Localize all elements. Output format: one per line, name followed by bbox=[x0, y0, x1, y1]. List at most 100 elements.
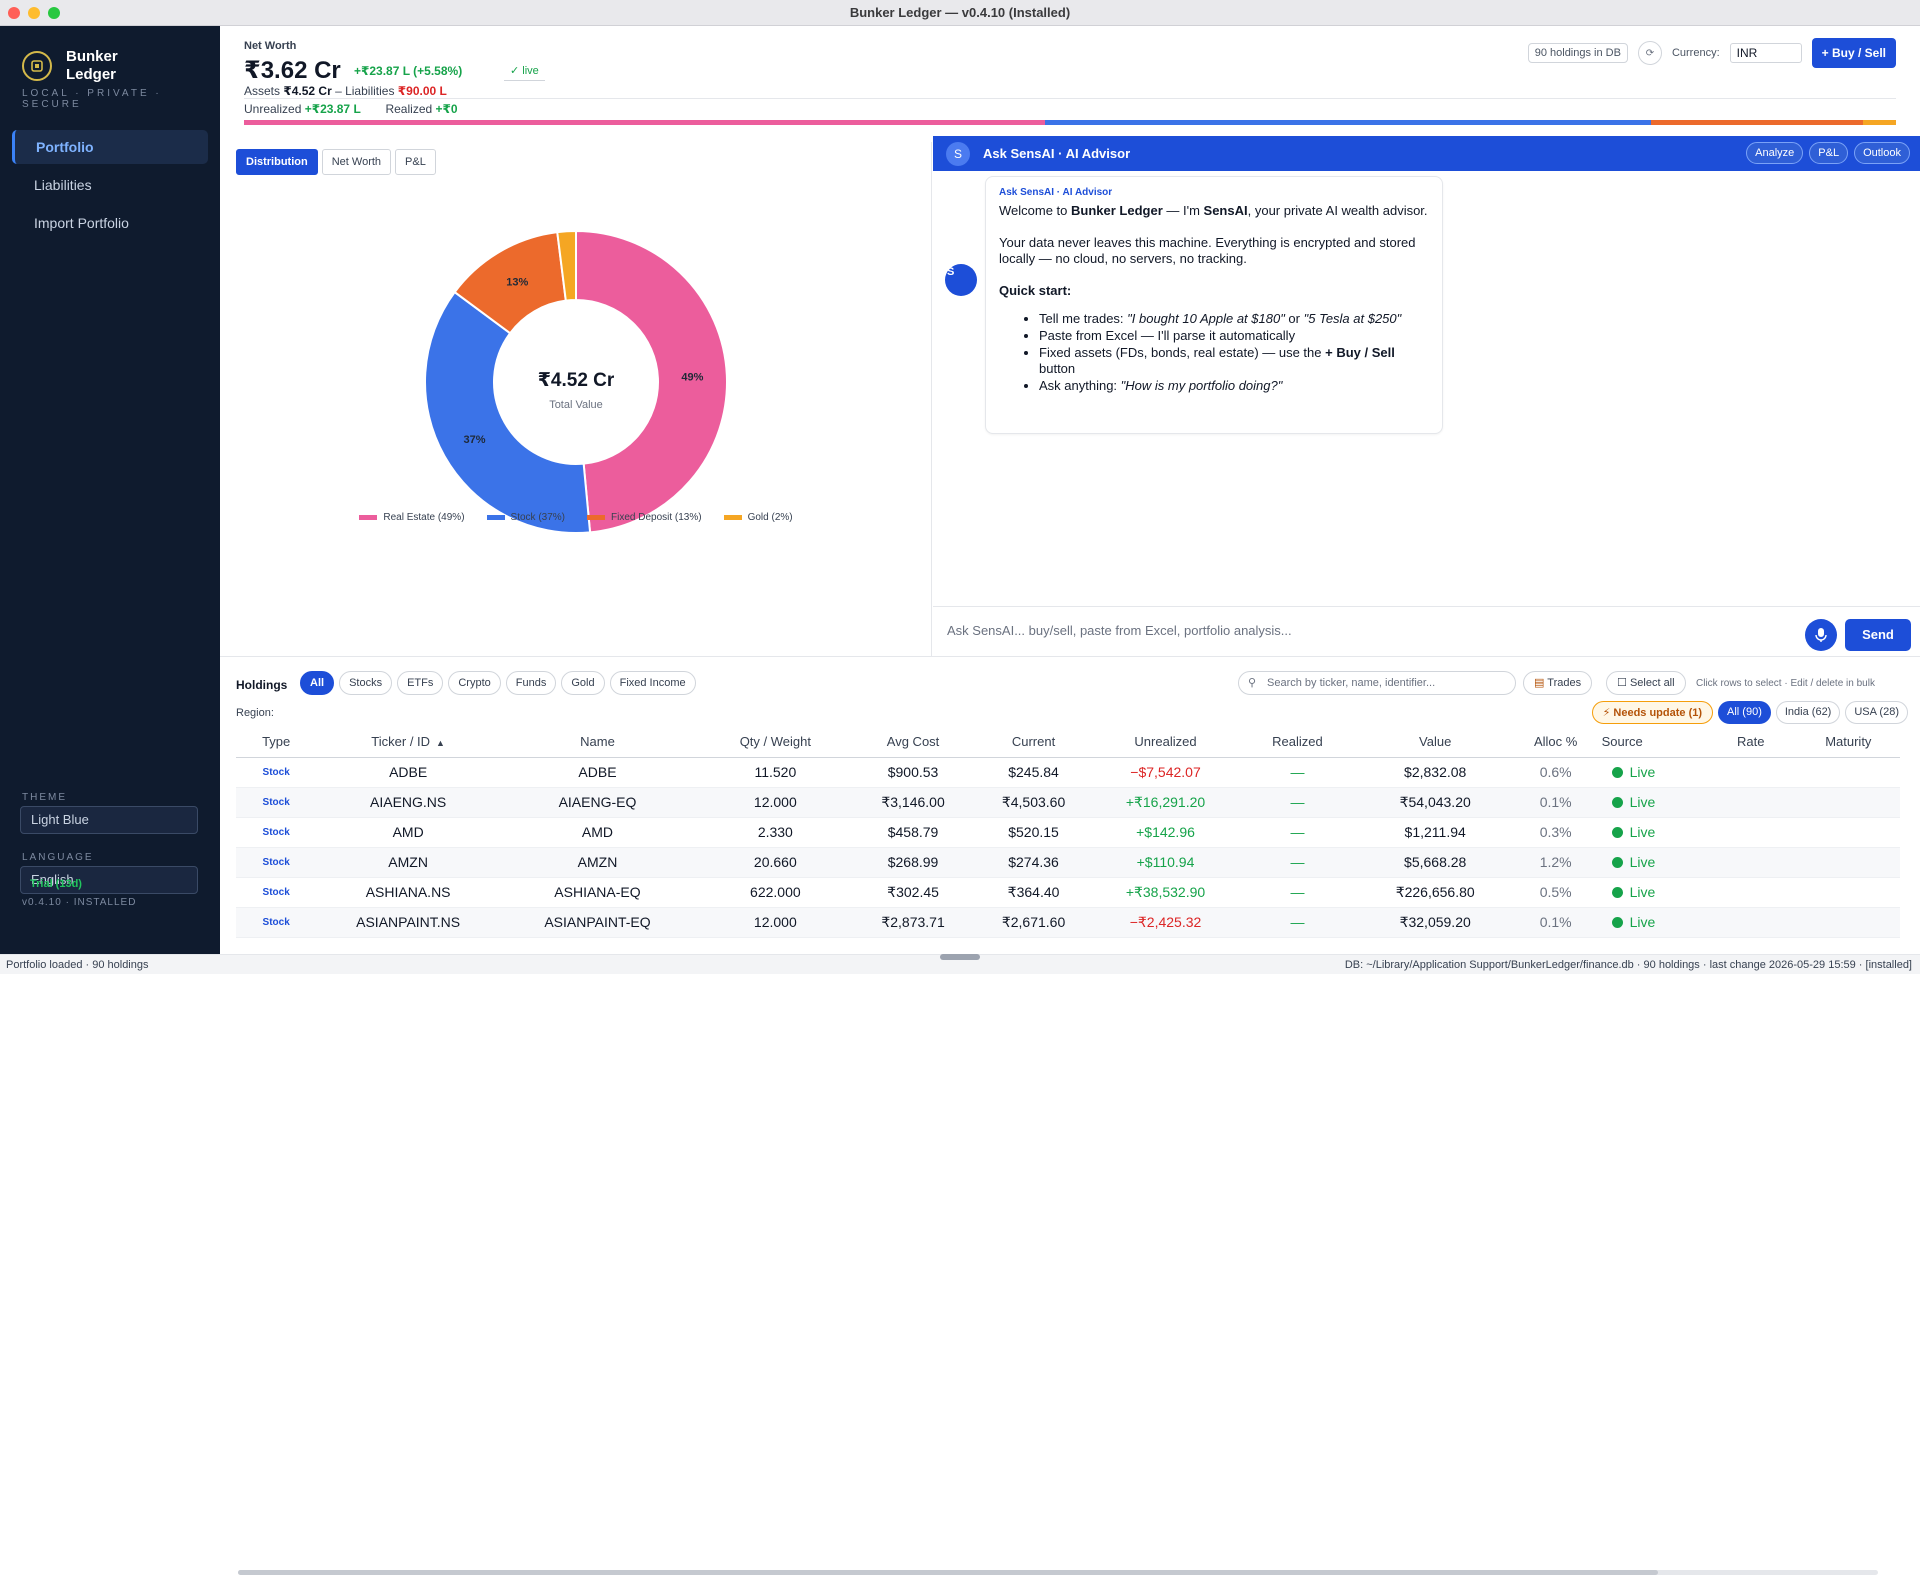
table-row[interactable]: Stock ASIANPAINT.NS ASIANPAINT-EQ 12.000 ₹2,… bbox=[236, 907, 1900, 938]
cell-ticker: AIAENG.NS bbox=[316, 787, 500, 818]
table-row[interactable]: Stock AMZN AMZN 20.660 $268.99 $274.36 +$110.9… bbox=[236, 847, 1900, 878]
status-left: Portfolio loaded · 90 holdings bbox=[6, 959, 149, 971]
donut-slice-gold[interactable] bbox=[556, 229, 577, 302]
cell-qty: 2.330 bbox=[695, 817, 856, 848]
live-badge: ✓ live bbox=[504, 64, 545, 81]
donut-slice-stock[interactable] bbox=[424, 290, 592, 534]
pnl-button[interactable]: P&L bbox=[1809, 142, 1849, 164]
table-row[interactable]: Stock ASHIANA.NS ASHIANA-EQ 622.000 ₹302.45 ₹… bbox=[236, 877, 1900, 908]
region-label: Region: bbox=[236, 707, 274, 719]
table-row[interactable]: Stock AIAENG.NS AIAENG-EQ 12.000 ₹3,146.00 ₹4… bbox=[236, 787, 1900, 818]
search-placeholder: Search by ticker, name, identifier... bbox=[1267, 677, 1436, 689]
allocation-segment bbox=[244, 120, 1046, 125]
trades-button[interactable]: ▤ Trades bbox=[1523, 671, 1593, 695]
send-button[interactable]: Send bbox=[1845, 619, 1911, 651]
column-header[interactable]: Realized bbox=[1234, 727, 1361, 758]
net-worth-value: ₹3.62 Cr bbox=[244, 57, 341, 84]
cell-alloc: 0.5% bbox=[1509, 877, 1602, 908]
live-dot-icon bbox=[1611, 767, 1623, 778]
minimize-dot-icon[interactable] bbox=[28, 7, 40, 19]
net-worth-label: Net Worth bbox=[244, 40, 297, 52]
cell-unrealized: +₹38,532.90 bbox=[1096, 877, 1235, 908]
ai-advisor-panel: S Ask SensAI · AI Advisor Analyze P&L Ou… bbox=[933, 136, 1920, 656]
cell-realized: — bbox=[1234, 907, 1361, 938]
column-header[interactable]: Qty / Weight bbox=[695, 727, 856, 758]
cell-realized: — bbox=[1234, 787, 1361, 818]
column-header[interactable]: Source bbox=[1601, 727, 1705, 758]
version-label: v0.4.10 · INSTALLED bbox=[22, 897, 137, 908]
window-title: Bunker Ledger — v0.4.10 (Installed) bbox=[849, 5, 1071, 20]
buy-sell-button[interactable]: + Buy / Sell bbox=[1811, 38, 1896, 68]
liabilities-label: – Liabilities bbox=[335, 84, 395, 98]
column-header[interactable]: Unrealized bbox=[1096, 727, 1235, 758]
analyze-button[interactable]: Analyze bbox=[1746, 142, 1804, 164]
table-row[interactable]: Stock ADBE ADBE 11.520 $900.53 $245.84 −$7,542… bbox=[236, 757, 1900, 788]
filter-stocks[interactable]: Stocks bbox=[339, 671, 393, 695]
filter-funds[interactable]: Funds bbox=[505, 671, 557, 695]
cell-value: ₹54,043.20 bbox=[1360, 787, 1510, 818]
filter-etfs[interactable]: ETFs bbox=[397, 671, 444, 695]
currency-select[interactable]: INR bbox=[1729, 43, 1802, 63]
legend-item[interactable]: Gold (2%) bbox=[723, 512, 793, 523]
column-header[interactable]: Current bbox=[970, 727, 1097, 758]
app-logo: Bunker Ledger bbox=[22, 48, 136, 84]
horizontal-scrollbar[interactable] bbox=[238, 1570, 1878, 1575]
filter-gold[interactable]: Gold bbox=[561, 671, 605, 695]
legend-item[interactable]: Fixed Deposit (13%) bbox=[587, 512, 702, 523]
language-select[interactable]: English bbox=[20, 866, 198, 894]
legend-swatch bbox=[359, 515, 378, 520]
close-dot-icon[interactable] bbox=[8, 7, 20, 19]
cell-value: $5,668.28 bbox=[1360, 847, 1510, 878]
column-header[interactable]: Rate bbox=[1704, 727, 1797, 758]
ai-chat-input[interactable]: Ask SensAI... buy/sell, paste from Excel… bbox=[947, 623, 1292, 638]
column-header[interactable]: Name bbox=[499, 727, 696, 758]
column-header[interactable]: Type bbox=[236, 727, 317, 758]
window-titlebar: Bunker Ledger — v0.4.10 (Installed) bbox=[0, 0, 1920, 26]
cell-source: Live bbox=[1601, 817, 1705, 848]
theme-select[interactable]: Light Blue bbox=[20, 806, 198, 834]
region-all[interactable]: All (90) bbox=[1718, 701, 1771, 724]
tab-distribution[interactable]: Distribution bbox=[236, 149, 318, 175]
donut-slice-real-estate[interactable] bbox=[575, 229, 728, 534]
assets-value: ₹4.52 Cr bbox=[283, 84, 332, 98]
column-header[interactable]: Avg Cost bbox=[855, 727, 971, 758]
sidebar-item-portfolio[interactable]: Portfolio bbox=[12, 130, 208, 164]
filter-all[interactable]: All bbox=[300, 671, 335, 695]
mic-icon[interactable] bbox=[1805, 619, 1837, 651]
scrollbar-thumb[interactable] bbox=[238, 1570, 1658, 1575]
region-usa[interactable]: USA (28) bbox=[1845, 701, 1908, 724]
cell-maturity bbox=[1796, 787, 1900, 818]
refresh-icon[interactable]: ⟳ bbox=[1637, 41, 1662, 65]
column-header[interactable]: Maturity bbox=[1796, 727, 1900, 758]
column-header[interactable]: Value bbox=[1360, 727, 1510, 758]
table-row[interactable]: Stock AMD AMD 2.330 $458.79 $520.15 +$142.96— $… bbox=[236, 817, 1900, 848]
checkbox-icon: ☐ bbox=[1617, 677, 1627, 689]
holdings-search-input[interactable]: ⚲ Search by ticker, name, identifier... bbox=[1238, 671, 1516, 695]
region-india[interactable]: India (62) bbox=[1775, 701, 1841, 724]
zoom-dot-icon[interactable] bbox=[48, 7, 60, 19]
resize-handle[interactable] bbox=[940, 954, 980, 960]
sidebar: Bunker Ledger LOCAL · PRIVATE · SECURE P… bbox=[0, 26, 220, 954]
language-label: LANGUAGE bbox=[22, 852, 94, 863]
cell-current: $520.15 bbox=[970, 817, 1097, 848]
column-header[interactable]: Ticker / ID ▲ bbox=[316, 727, 500, 758]
holdings-table: Type Ticker / ID ▲ Name Qty / Weight Avg Cost… bbox=[236, 727, 1900, 938]
chart-tabs: Distribution Net Worth P&L bbox=[236, 149, 436, 175]
filter-fixed-income[interactable]: Fixed Income bbox=[609, 671, 696, 695]
sidebar-item-import-portfolio[interactable]: Import Portfolio bbox=[34, 215, 129, 231]
cell-value: ₹32,059.20 bbox=[1360, 907, 1510, 938]
select-all-button[interactable]: ☐ Select all bbox=[1606, 671, 1686, 695]
filter-crypto[interactable]: Crypto bbox=[448, 671, 501, 695]
tab-net-worth[interactable]: Net Worth bbox=[321, 149, 392, 175]
legend-item[interactable]: Real Estate (49%) bbox=[359, 512, 465, 523]
sidebar-nav: Portfolio Liabilities Import Portfolio bbox=[12, 130, 208, 244]
welcome-message: Ask SensAI · AI Advisor Welcome to Bunke… bbox=[985, 176, 1443, 434]
legend-item[interactable]: Stock (37%) bbox=[486, 512, 565, 523]
cell-source: Live bbox=[1601, 847, 1705, 878]
column-header[interactable]: Alloc % bbox=[1509, 727, 1602, 758]
sidebar-item-liabilities[interactable]: Liabilities bbox=[34, 177, 92, 193]
needs-update-button[interactable]: ⚡ Needs update (1) bbox=[1591, 701, 1714, 724]
allocation-segment bbox=[1045, 120, 1651, 125]
outlook-button[interactable]: Outlook bbox=[1854, 142, 1910, 164]
tab-pnl[interactable]: P&L bbox=[395, 149, 436, 175]
